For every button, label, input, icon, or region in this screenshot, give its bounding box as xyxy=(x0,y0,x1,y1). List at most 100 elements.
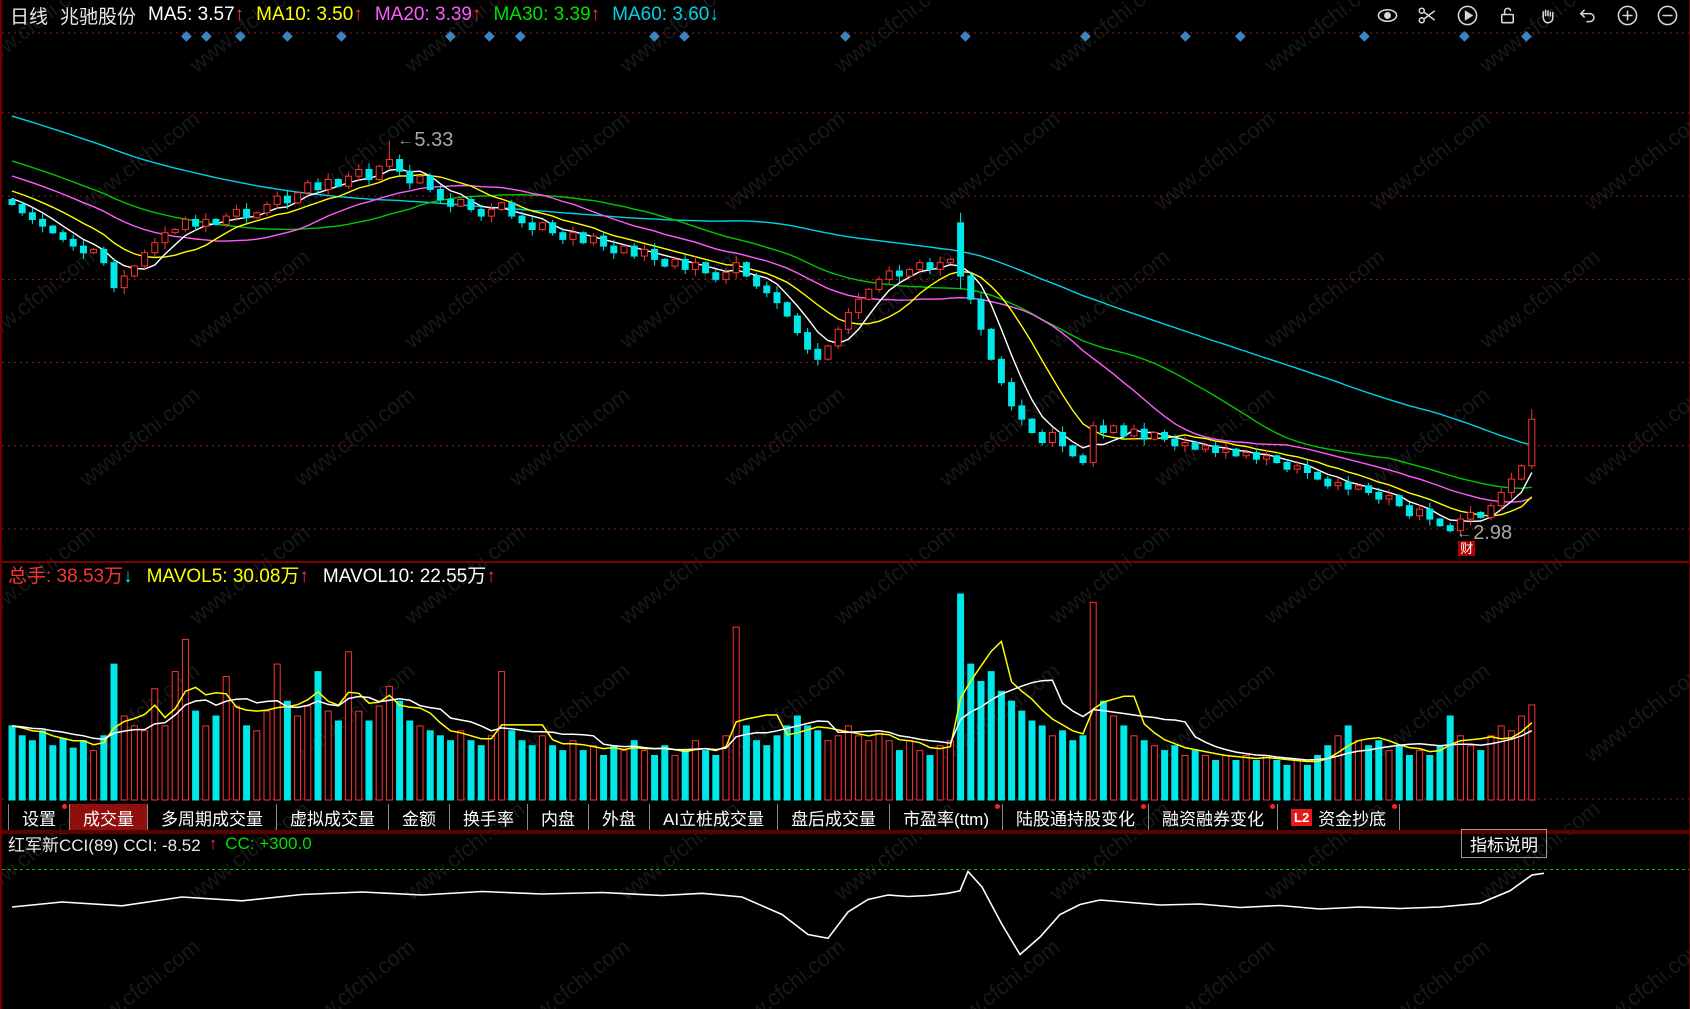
low-price-label: 2.98 xyxy=(1473,522,1513,545)
diamond-marker-icon[interactable]: ◆ xyxy=(960,27,971,43)
volume-chart[interactable] xyxy=(2,588,1690,804)
undo-icon[interactable] xyxy=(1576,4,1599,27)
diamond-marker-icon[interactable]: ◆ xyxy=(679,27,690,43)
arrow-left-icon: ← xyxy=(397,131,414,149)
tab-虚拟成交量[interactable]: 虚拟成交量 xyxy=(277,804,389,830)
tab-金额[interactable]: 金额 xyxy=(389,804,450,830)
high-price-annotation: ← 5.33 xyxy=(397,129,453,152)
tab-label: 内盘 xyxy=(541,809,575,829)
notification-dot xyxy=(62,804,67,809)
header-left: 日线 兆驰股份 MA5: 3.57↑ MA10: 3.50↑ MA20: 3.39↑… xyxy=(2,2,731,29)
tab-label: 多周期成交量 xyxy=(161,809,263,829)
ma-item: MA30: 3.39↑ xyxy=(493,4,601,25)
period-label: 日线 xyxy=(10,6,49,28)
tab-label: 设置 xyxy=(22,809,56,829)
tab-label: 市盈率(ttm) xyxy=(903,809,989,829)
scissors-icon[interactable] xyxy=(1416,4,1439,27)
tab-label: 资金抄底 xyxy=(1318,809,1387,829)
tab-资金抄底[interactable]: L2 资金抄底 xyxy=(1278,804,1401,830)
tab-内盘[interactable]: 内盘 xyxy=(528,804,589,830)
l2-badge: L2 xyxy=(1291,808,1313,826)
ma-item: MA60: 3.60↓ xyxy=(612,4,719,25)
diamond-marker-icon[interactable]: ◆ xyxy=(840,27,851,43)
cci-chart[interactable] xyxy=(2,857,1690,1009)
tab-AI立桩成交量[interactable]: AI立桩成交量 xyxy=(650,804,779,830)
tab-label: 成交量 xyxy=(83,809,134,829)
tab-label: 金额 xyxy=(402,809,436,829)
diamond-marker-icon[interactable]: ◆ xyxy=(1180,27,1191,43)
up-arrow-icon: ↑ xyxy=(299,566,309,587)
diamond-marker-icon[interactable]: ◆ xyxy=(515,27,526,43)
ma-item: MA20: 3.39↑ xyxy=(374,4,482,25)
up-arrow-icon: ↑ xyxy=(471,4,482,25)
up-arrow-icon: ↑ xyxy=(486,566,496,587)
up-arrow-icon: ↑ xyxy=(234,4,245,25)
notification-dot xyxy=(995,804,1000,809)
tab-多周期成交量[interactable]: 多周期成交量 xyxy=(148,804,277,830)
tab-市盈率(ttm)[interactable]: 市盈率(ttm) xyxy=(890,804,1003,830)
tab-成交量[interactable]: 成交量 xyxy=(70,804,148,830)
zoom-out-icon[interactable] xyxy=(1656,4,1679,27)
tab-label: 虚拟成交量 xyxy=(290,809,375,829)
hand-icon[interactable] xyxy=(1536,4,1559,27)
volume-stat: MAVOL10: 22.55万↑ xyxy=(322,566,496,587)
volume-stat: MAVOL5: 30.08万↑ xyxy=(146,566,309,587)
diamond-marker-icon[interactable]: ◆ xyxy=(235,27,246,43)
cci-title: 红军新CCI(89) CCI: -8.52 xyxy=(8,836,201,855)
up-arrow-icon: ↑ xyxy=(353,4,363,25)
tab-陆股通持股变化[interactable]: 陆股通持股变化 xyxy=(1003,804,1149,830)
tab-设置[interactable]: 设置 xyxy=(8,804,70,830)
ma-item: MA5: 3.57↑ xyxy=(148,4,245,25)
tab-换手率[interactable]: 换手率 xyxy=(450,804,528,830)
ma-item: MA10: 3.50↑ xyxy=(256,4,363,25)
chart-header: 日线 兆驰股份 MA5: 3.57↑ MA10: 3.50↑ MA20: 3.39↑… xyxy=(2,0,1689,30)
diamond-marker-icon[interactable]: ◆ xyxy=(1080,27,1091,43)
candlestick-chart[interactable] xyxy=(2,30,1690,561)
pane-divider xyxy=(2,561,1689,563)
indicator-tabbar: 设置 成交量 多周期成交量 虚拟成交量 金额 换手率 内盘 外盘 AI立桩成交量 盘后成交量 市盈率… xyxy=(2,804,1689,834)
news-badge[interactable]: 财 xyxy=(1458,541,1476,557)
diamond-marker-icon[interactable]: ◆ xyxy=(484,27,495,43)
diamond-marker-icon[interactable]: ◆ xyxy=(1235,27,1246,43)
arrow-left-icon: ← xyxy=(1456,524,1473,542)
down-arrow-icon: ↓ xyxy=(123,566,133,587)
play-circle-icon[interactable] xyxy=(1456,4,1479,27)
diamond-marker-icon[interactable]: ◆ xyxy=(201,27,212,43)
tab-盘后成交量[interactable]: 盘后成交量 xyxy=(778,804,891,830)
toolbar-icons xyxy=(1376,4,1689,27)
tab-label: 外盘 xyxy=(602,809,636,829)
cci-header: 红军新CCI(89) CCI: -8.52 ↑ CC: +300.0 指标说明 xyxy=(2,829,1689,858)
volume-header: 总手: 38.53万↓ MAVOL5: 30.08万↑ MAVOL10: 22.55… xyxy=(2,563,1689,587)
tab-融资融券变化[interactable]: 融资融券变化 xyxy=(1149,804,1278,830)
eye-icon[interactable] xyxy=(1376,4,1399,27)
high-price-label: 5.33 xyxy=(414,129,454,152)
up-arrow-icon: ↑ xyxy=(590,4,601,25)
notification-dot xyxy=(1141,804,1146,809)
diamond-marker-icon[interactable]: ◆ xyxy=(282,27,293,43)
ma-values: MA5: 3.57↑ MA10: 3.50↑ MA20: 3.39↑ MA30: 3.… xyxy=(148,4,731,26)
tab-label: 融资融券变化 xyxy=(1162,809,1264,829)
notification-dot xyxy=(1270,804,1275,809)
tab-label: AI立桩成交量 xyxy=(663,809,765,829)
diamond-marker-icon[interactable]: ◆ xyxy=(181,27,192,43)
diamond-marker-icon[interactable]: ◆ xyxy=(336,27,347,43)
notification-dot xyxy=(1392,804,1398,809)
diamond-marker-icon[interactable]: ◆ xyxy=(445,27,456,43)
lock-open-icon[interactable] xyxy=(1496,4,1519,27)
indicator-help-button[interactable]: 指标说明 xyxy=(1461,829,1547,858)
diamond-marker-icon[interactable]: ◆ xyxy=(1359,27,1370,43)
tab-label: 换手率 xyxy=(463,809,514,829)
volume-stat: 总手: 38.53万↓ xyxy=(8,566,133,587)
up-arrow-icon: ↑ xyxy=(208,833,218,853)
diamond-marker-icon[interactable]: ◆ xyxy=(1459,27,1470,43)
diamond-marker-icon[interactable]: ◆ xyxy=(1521,27,1532,43)
stock-name: 兆驰股份 xyxy=(60,6,137,28)
diamond-marker-icon[interactable]: ◆ xyxy=(649,27,660,43)
zoom-in-icon[interactable] xyxy=(1616,4,1639,27)
cc-value: CC: +300.0 xyxy=(225,833,312,853)
tab-label: 盘后成交量 xyxy=(791,809,877,829)
tab-外盘[interactable]: 外盘 xyxy=(589,804,650,830)
low-price-annotation: ← 2.98 xyxy=(1456,522,1512,545)
down-arrow-icon: ↓ xyxy=(709,4,719,25)
